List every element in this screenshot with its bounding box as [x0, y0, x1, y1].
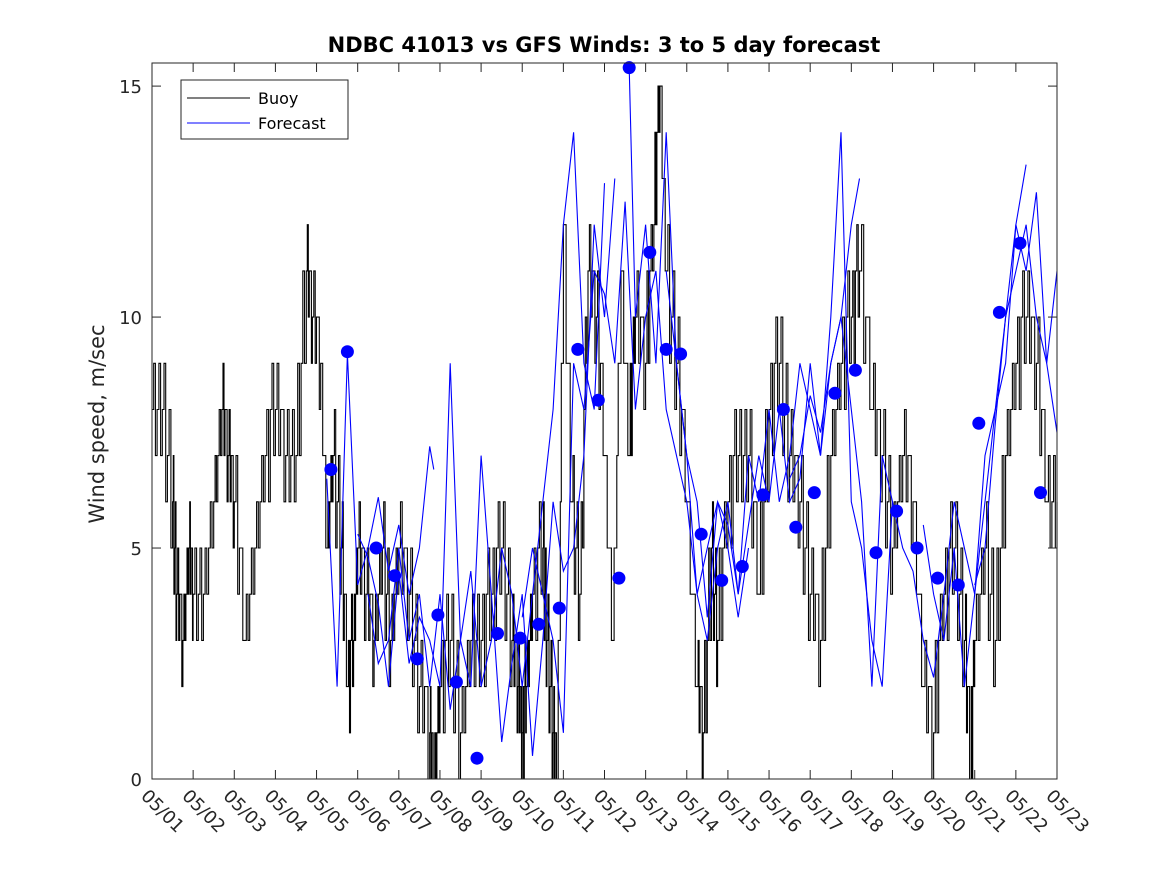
- forecast-marker-13: [571, 342, 585, 356]
- forecast-marker-4: [388, 569, 402, 583]
- forecast-marker-21: [715, 573, 729, 587]
- forecast-series-line-9: [974, 224, 1058, 586]
- forecast-marker-31: [910, 541, 924, 555]
- forecast-marker-29: [869, 546, 883, 560]
- forecast-marker-1: [324, 463, 338, 476]
- y-tick-label: 5: [131, 539, 142, 560]
- legend: Buoy Forecast: [180, 79, 349, 140]
- forecast-series-line-5: [628, 67, 861, 618]
- forecast-marker-27: [828, 386, 842, 400]
- y-axis-label: Wind speed, m/sec: [85, 324, 109, 523]
- forecast-marker-32: [931, 571, 945, 585]
- forecast-marker-15: [612, 571, 626, 585]
- forecast-marker-6: [431, 608, 445, 622]
- forecast-series-line-3: [367, 132, 606, 710]
- forecast-marker-36: [1013, 236, 1027, 250]
- forecast-marker-5: [410, 652, 424, 666]
- forecast-marker-2: [340, 345, 354, 359]
- forecast-marker-14: [591, 393, 605, 407]
- forecast-series-line-4: [521, 201, 750, 733]
- forecast-marker-11: [532, 617, 546, 631]
- forecast-marker-16: [622, 61, 636, 75]
- forecast-marker-28: [848, 363, 862, 377]
- y-tick-label: 0: [131, 770, 142, 791]
- forecast-marker-24: [776, 403, 790, 416]
- forecast-marker-34: [972, 416, 986, 430]
- forecast-marker-22: [735, 560, 749, 573]
- forecast-marker-33: [951, 578, 965, 592]
- forecast-marker-9: [491, 627, 504, 640]
- forecast-marker-37: [1034, 486, 1047, 500]
- chart-title: NDBC 41013 vs GFS Winds: 3 to 5 day fore…: [328, 33, 881, 57]
- legend-box: [180, 79, 349, 140]
- forecast-marker-3: [369, 541, 383, 555]
- forecast-marker-25: [789, 520, 803, 534]
- forecast-marker-26: [807, 486, 821, 500]
- forecast-series-line-2: [357, 178, 616, 756]
- forecast-marker-35: [992, 305, 1006, 319]
- y-tick-label: 10: [119, 308, 142, 329]
- plot-area: 05101505/0105/0205/0305/0405/0505/0605/0…: [119, 61, 1093, 837]
- forecast-marker-23: [756, 488, 770, 502]
- y-tick-label: 15: [119, 77, 142, 98]
- forecast-marker-19: [674, 347, 688, 361]
- legend-label-buoy: Buoy: [258, 89, 298, 108]
- forecast-marker-8: [470, 751, 484, 765]
- forecast-series-line-8: [922, 192, 1058, 687]
- forecast-series-line-1: [326, 353, 435, 687]
- forecast-marker-12: [552, 601, 566, 615]
- forecast-marker-7: [449, 675, 463, 689]
- forecast-marker-30: [890, 504, 904, 518]
- forecast-marker-20: [694, 527, 708, 541]
- forecast-marker-18: [659, 342, 673, 356]
- forecast-marker-17: [643, 245, 657, 259]
- forecast-marker-10: [513, 631, 527, 645]
- forecast-series-line-7: [789, 164, 1027, 687]
- legend-label-forecast: Forecast: [258, 114, 326, 133]
